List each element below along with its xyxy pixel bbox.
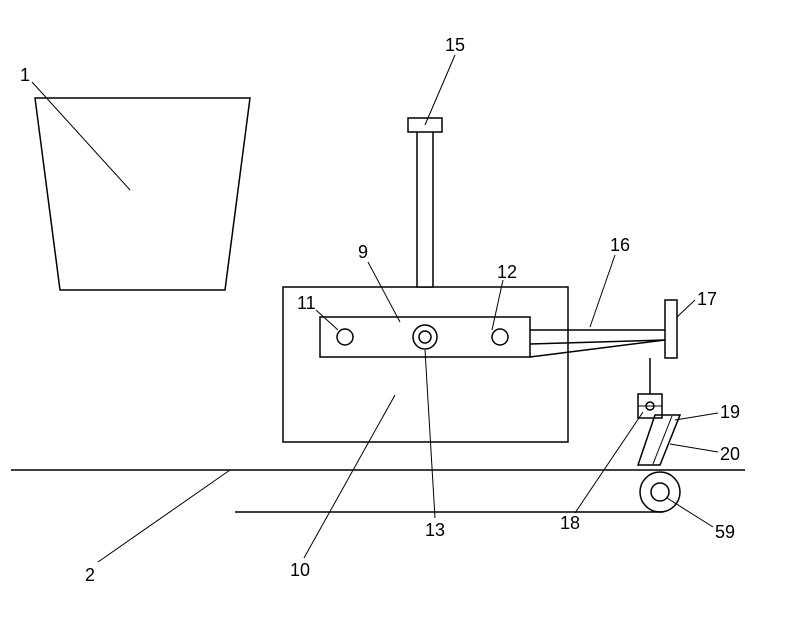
label-13: 13 xyxy=(425,520,445,541)
leader-16 xyxy=(590,255,615,327)
label-16: 16 xyxy=(610,235,630,256)
leader-2 xyxy=(98,470,230,562)
center-hole-outer xyxy=(413,325,437,349)
leader-10 xyxy=(304,395,395,558)
label-10: 10 xyxy=(290,560,310,581)
label-20: 20 xyxy=(720,444,740,465)
leader-13 xyxy=(425,350,435,518)
conveyor-roller-inner xyxy=(651,483,669,501)
label-11: 11 xyxy=(297,293,316,314)
technical-diagram: 1 15 9 11 12 16 17 19 20 18 59 13 10 2 xyxy=(0,0,798,634)
label-12: 12 xyxy=(497,262,517,283)
leader-17 xyxy=(677,300,695,317)
label-2: 2 xyxy=(85,565,95,586)
label-59: 59 xyxy=(715,522,735,543)
leader-18 xyxy=(575,412,643,513)
leader-9 xyxy=(368,262,400,322)
label-19: 19 xyxy=(720,402,740,423)
leader-15 xyxy=(425,55,455,125)
label-17: 17 xyxy=(697,289,717,310)
conveyor-roller-outer xyxy=(640,472,680,512)
center-hole-inner xyxy=(419,331,431,343)
right-hole xyxy=(492,329,508,345)
label-18: 18 xyxy=(560,513,580,534)
left-hole xyxy=(337,329,353,345)
diagram-svg xyxy=(0,0,798,634)
leader-20 xyxy=(670,444,718,452)
label-9: 9 xyxy=(358,242,368,263)
label-15: 15 xyxy=(445,35,465,56)
hopper-shape xyxy=(35,98,250,290)
label-1: 1 xyxy=(20,65,30,86)
blade xyxy=(638,415,680,465)
leader-59 xyxy=(667,498,713,527)
end-plate xyxy=(665,300,677,358)
vertical-shaft xyxy=(417,128,433,287)
leader-19 xyxy=(675,413,718,420)
